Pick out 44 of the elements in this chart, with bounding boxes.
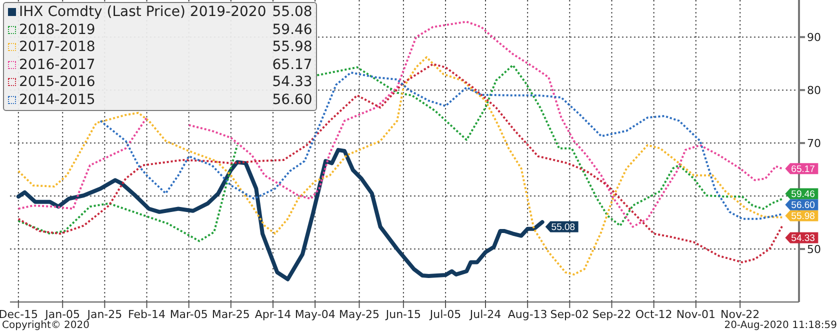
x-tick-label: Jan-05 xyxy=(44,308,80,321)
legend-label: 2018-2019 xyxy=(18,22,96,39)
x-tick-label: Mar-25 xyxy=(212,308,250,321)
x-tick-label: Sep-22 xyxy=(592,308,632,321)
data-label: 56.60 xyxy=(791,200,815,212)
legend-label: 2016-2017 xyxy=(18,56,96,74)
text: Copyright© 2020 xyxy=(2,320,90,331)
text: 59.46 xyxy=(272,22,312,38)
text: 55.08 xyxy=(272,4,312,20)
x-tick-label: Jul-24 xyxy=(468,308,502,321)
text: 20-Aug-2020 11:18:59 xyxy=(724,320,837,331)
data-label: 54.33 xyxy=(791,233,815,244)
line-series xyxy=(99,72,784,220)
x-tick-label: Jun-15 xyxy=(384,308,422,321)
legend-label: 2014-2015 xyxy=(18,92,96,109)
x-tick-label: May-25 xyxy=(339,308,380,321)
x-tick-label: Mar-05 xyxy=(170,308,208,321)
x-tick-label: Oct-12 xyxy=(635,308,672,321)
x-tick-label: Aug-13 xyxy=(508,308,548,321)
x-tick-label: Apr-14 xyxy=(254,308,292,321)
text: 54.33 xyxy=(272,74,312,90)
x-tick-label: Jan-25 xyxy=(86,308,122,321)
x-tick-label: Feb-14 xyxy=(128,308,166,321)
line-series xyxy=(16,148,544,282)
text: 56.60 xyxy=(272,92,312,108)
data-label: 59.46 xyxy=(791,189,815,200)
x-tick-label: Nov-22 xyxy=(720,308,760,321)
x-tick-label: May-04 xyxy=(294,308,336,321)
legend-label: 2017-2018 xyxy=(18,39,96,56)
legend-label: IHX Comdty (Last Price) 2019-2020 xyxy=(18,4,266,22)
y-tick-label: 80 xyxy=(807,84,821,97)
legend-label: 2015-2016 xyxy=(18,74,96,92)
x-tick-label: Sep-02 xyxy=(550,308,590,321)
x-tick-label: Dec-15 xyxy=(0,308,38,321)
data-label: 55.08 xyxy=(551,222,576,234)
y-tick-label: 70 xyxy=(807,136,821,150)
x-tick-label: Jul-05 xyxy=(428,308,462,321)
text: 65.17 xyxy=(272,56,312,72)
y-tick-label: 90 xyxy=(807,30,821,44)
x-tick-label: Nov-01 xyxy=(676,308,716,321)
data-label: 65.17 xyxy=(791,164,815,176)
data-label: 55.98 xyxy=(791,211,815,222)
y-tick-label: 50 xyxy=(807,242,821,256)
text: 55.98 xyxy=(272,39,312,55)
